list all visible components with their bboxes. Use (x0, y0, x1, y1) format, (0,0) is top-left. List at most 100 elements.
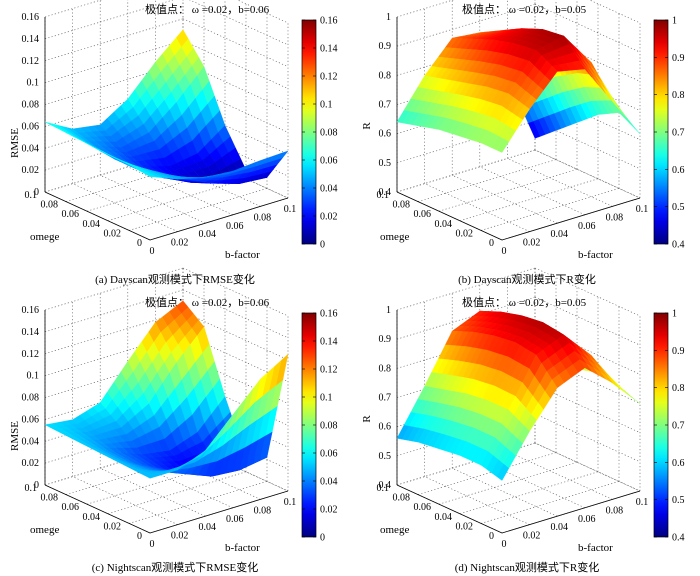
gridline (128, 188, 268, 231)
colorbar-tick-label: 0.16 (320, 309, 338, 320)
gridline (459, 178, 599, 222)
z-tick-label: 0.14 (22, 34, 40, 45)
b-tick-label: 0.1 (284, 497, 297, 508)
omega-tick-label: 0.04 (83, 219, 101, 230)
omega-tick-label: 0.1 (25, 483, 38, 494)
omega-tick-label: 0.1 (377, 483, 390, 494)
b-tick-label: 0.02 (171, 531, 189, 542)
gridline (534, 120, 641, 170)
colorbar-tick-label: 0.6 (672, 458, 685, 469)
gridline (182, 267, 289, 317)
zaxis-label: R (361, 122, 373, 130)
gridline (72, 183, 178, 232)
gridline (44, 0, 102, 18)
b-tick-label: 0.04 (198, 522, 216, 533)
zaxis-label: RMSE (9, 421, 21, 451)
colorbar-tick-label: 0.08 (320, 421, 338, 432)
gridline (480, 481, 620, 524)
gridline (588, 0, 641, 24)
colorbar-tick-label: 0.7 (672, 128, 685, 139)
surface-patch (613, 381, 627, 394)
gridline (452, 174, 558, 224)
gridline (396, 296, 536, 340)
surface-patch (496, 463, 510, 481)
gridline (72, 476, 178, 525)
plot-area: 00.020.040.060.080.10.120.140.1600.020.0… (22, 0, 296, 257)
surface (44, 29, 289, 185)
gridline (182, 18, 289, 68)
z-tick-label: 0.9 (379, 41, 392, 52)
gridline (417, 159, 557, 202)
z-tick-label: 0.5 (379, 158, 392, 169)
b-tick-label: 0.08 (254, 505, 272, 516)
z-tick-label: 0.08 (22, 393, 40, 404)
omega-axis (44, 191, 151, 241)
gridline (44, 18, 184, 62)
b-axis-label: b-factor (578, 542, 613, 554)
z-tick-label: 0.08 (22, 100, 40, 111)
colorbar-tick-label: 1 (672, 16, 677, 27)
omega-axis-label: omege (380, 231, 409, 243)
gridline (182, 62, 289, 111)
b-tick-label: 0.02 (523, 531, 541, 542)
b-axis-label: b-factor (225, 542, 260, 554)
gridline (100, 174, 206, 224)
gridline (107, 471, 247, 515)
b-tick-label: 0.06 (226, 221, 244, 232)
gridline (438, 168, 578, 212)
b-tick-label: 0.06 (578, 514, 596, 525)
colorbar-tick-label: 0 (320, 533, 325, 544)
colorbar-tick-label: 0.8 (672, 90, 685, 101)
omega-tick-label: 0.08 (41, 493, 59, 504)
gridline (100, 467, 206, 517)
gridline (44, 355, 184, 398)
b-tick-label: 0.1 (636, 497, 649, 508)
b-tick-label: 0.1 (636, 204, 649, 215)
omega-tick-label: 0.06 (62, 209, 80, 220)
omega-axis-label: omege (380, 524, 409, 536)
z-tick-label: 0.4 (379, 187, 392, 198)
gridline (534, 442, 641, 492)
z-tick-label: 0.7 (379, 100, 392, 111)
panel-title: 极值点： ω =0.02，b=0.06 (145, 2, 270, 16)
panel-b: 极值点： ω =0.02，b=0.05 R omege b-factor (b)… (361, 0, 685, 286)
z-tick-label: 0.6 (379, 129, 392, 140)
b-tick-label: 0.08 (254, 212, 272, 223)
gridline (182, 311, 289, 361)
gridline (44, 289, 184, 333)
gridline (507, 158, 613, 207)
panel-title: 极值点： ω =0.02，b=0.05 (462, 295, 587, 309)
b-tick-label: 0 (502, 246, 507, 257)
gridline (534, 413, 641, 463)
surface-patch (144, 474, 158, 479)
omega-tick-label: 0.08 (393, 493, 411, 504)
gridline (44, 84, 184, 127)
colorbar-tick-label: 0.12 (320, 365, 338, 376)
gridline (479, 166, 585, 216)
z-tick-label: 0.06 (22, 121, 40, 132)
z-tick-label: 0.16 (22, 12, 40, 23)
gridline (44, 40, 184, 83)
gridline (65, 452, 205, 495)
z-tick-label: 0.4 (379, 480, 392, 491)
colorbar-tick-label: 0.02 (320, 505, 338, 516)
b-axis (149, 490, 289, 534)
omega-axis (44, 484, 151, 534)
b-tick-label: 0.06 (226, 514, 244, 525)
b-tick-label: 0.04 (198, 229, 216, 240)
gridline (182, 289, 289, 339)
omega-tick-label: 0.02 (456, 521, 474, 532)
gridline (396, 267, 536, 311)
b-tick-label: 0 (150, 539, 155, 550)
gridline (182, 149, 289, 199)
omega-tick-label: 0.02 (104, 521, 122, 532)
panel-caption: (a) Dayscan观测模式下RMSE变化 (95, 272, 255, 286)
gridline (44, 442, 184, 486)
plot-area: 0.40.50.60.70.80.9100.020.040.060.080.10… (377, 0, 649, 257)
gridline (86, 168, 226, 212)
gridline (396, 120, 536, 164)
gridline (44, 149, 184, 193)
colorbar-tick-label: 0 (320, 240, 325, 251)
colorbar-tick-label: 0.5 (672, 202, 685, 213)
